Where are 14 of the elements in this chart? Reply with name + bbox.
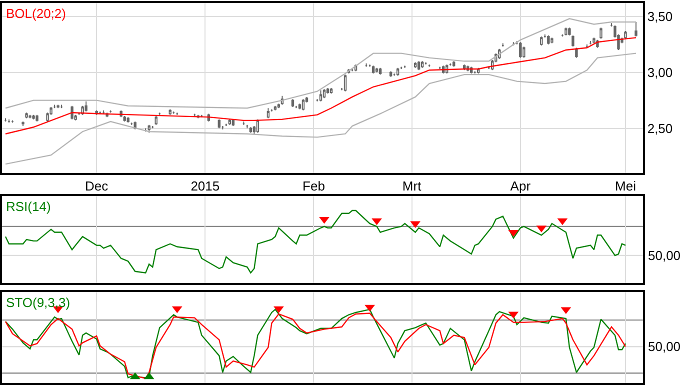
chart-title: STO(9,3,3) xyxy=(6,295,70,310)
chart-title: BOL(20;2) xyxy=(6,6,66,21)
y-tick-label: 3,00 xyxy=(647,64,673,80)
y-tick-label: 2,50 xyxy=(647,120,673,136)
x-tick-label: Mei xyxy=(615,178,636,194)
x-tick-label: Feb xyxy=(302,178,325,194)
x-tick-label: Mrt xyxy=(402,178,422,194)
text: 50,00 xyxy=(648,339,681,354)
text: 50,00 xyxy=(648,248,681,263)
y-tick-label: 3,50 xyxy=(647,8,673,24)
x-tick-label: Apr xyxy=(510,178,532,194)
x-tick-label: 2015 xyxy=(190,178,220,194)
x-tick-label: Dec xyxy=(85,178,109,194)
chart-title: RSI(14) xyxy=(6,199,51,214)
